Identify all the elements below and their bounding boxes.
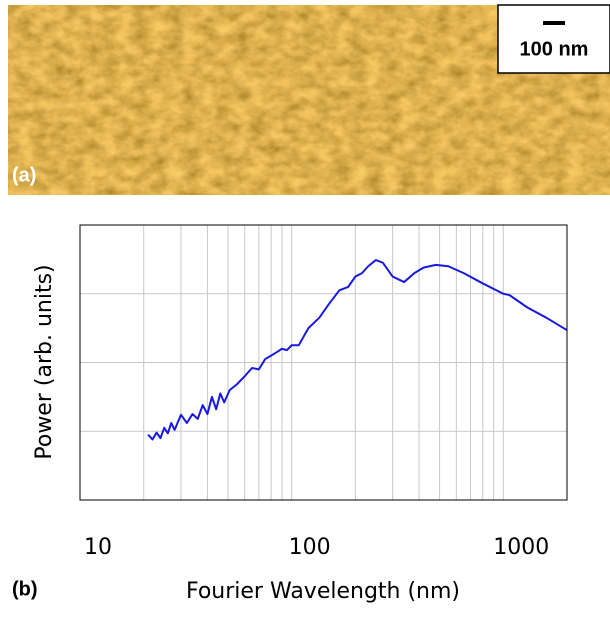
x-axis-label: Fourier Wavelength (nm)	[186, 579, 460, 604]
x-tick-label: 10	[84, 535, 112, 560]
plot-frame	[79, 224, 568, 501]
panel-label: (a)	[12, 164, 36, 186]
y-axis-label: Power (arb. units)	[32, 264, 57, 459]
x-tick-label: 100	[289, 535, 331, 560]
scale-bar-label: 100 nm	[520, 38, 589, 60]
x-tick-label: 1000	[493, 535, 549, 560]
panel-label: (b)	[12, 578, 38, 600]
data-line	[147, 259, 568, 441]
scale-bar-box	[497, 4, 610, 74]
